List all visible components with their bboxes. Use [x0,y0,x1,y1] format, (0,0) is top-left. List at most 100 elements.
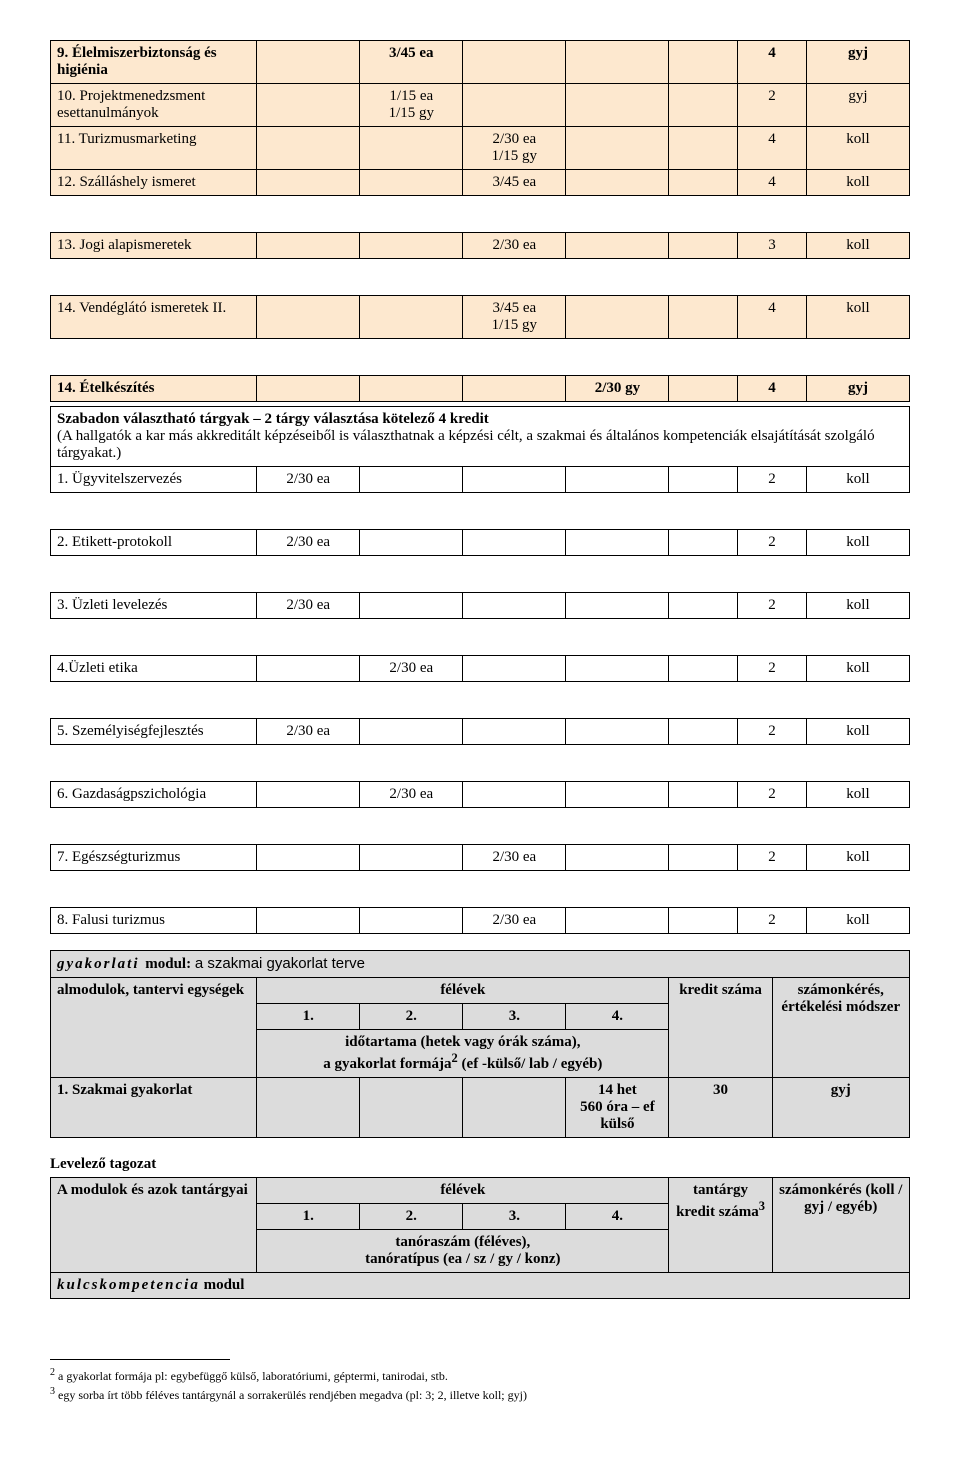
cell: 2 [738,84,807,127]
spacer-row [51,493,910,530]
cell: koll [806,233,909,259]
cell: 2 [738,845,807,871]
cell: 4 [738,376,807,402]
table-row: almodulok, tantervi egységek félévek kre… [51,978,910,1004]
row-name: 14. Vendéglátó ismeretek II. [51,296,257,339]
col-header: A modulok és azok tantárgyai [51,1178,257,1273]
cell: koll [806,782,909,808]
col-header: 4. [566,1004,669,1030]
cell: 2 [738,656,807,682]
cell: 2/30 ea [257,719,360,745]
cell: 4 [738,127,807,170]
sup: 3 [759,1199,765,1213]
table-row: 14. Ételkészítés 2/30 gy 4 gyj [51,376,910,402]
cell: koll [806,908,909,934]
col-header: 4. [566,1204,669,1230]
row-name: 12. Szálláshely ismeret [51,170,257,196]
footnote-3: 3 egy sorba írt több féléves tantárgynál… [50,1385,910,1404]
levelezo-table: A modulok és azok tantárgyai félévek tan… [50,1177,910,1299]
col-header: számonkérés (koll / gyj / egyéb) [772,1178,909,1273]
table-row: 6. Gazdaságpszichológia 2/30 ea 2 koll [51,782,910,808]
cell: 2/30 ea 1/15 gy [463,127,566,170]
col-header: 2. [360,1204,463,1230]
cell-part: 2/30 ea [492,131,536,147]
cell: 14 het 560 óra – ef külső [566,1078,669,1138]
table-row: 1. Szakmai gyakorlat 14 het 560 óra – ef… [51,1078,910,1138]
header-line: időtartama (hetek vagy órák száma), [345,1034,580,1050]
footnote-text: a gyakorlat formája pl: egybefüggő külső… [55,1369,448,1383]
col-header: tantárgy kredit száma3 [669,1178,772,1273]
cell-part: 1/15 ea [389,88,433,104]
table-row: kulcskompetencia modul [51,1273,910,1299]
col-header: számonkérés, értékelési módszer [772,978,909,1078]
col-header: kredit száma [669,978,772,1078]
practical-title: gyakorlati modul: a szakmai gyakorlat te… [51,951,910,978]
row-name: 6. Gazdaságpszichológia [51,782,257,808]
cell: 2/30 ea [360,782,463,808]
free-header-row: Szabadon választható tárgyak – 2 tárgy v… [51,407,910,467]
cell: gyj [806,376,909,402]
row-name: 4.Üzleti etika [51,656,257,682]
cell: koll [806,719,909,745]
modul-text: kulcskompetencia [57,1277,200,1293]
spacer-row [51,259,910,296]
cell: 3/45 ea 1/15 gy [463,296,566,339]
curriculum-table: 9. Élelmiszerbiztonság és higiénia 3/45 … [50,40,910,934]
footnotes: 2 a gyakorlat formája pl: egybefüggő kül… [50,1366,910,1403]
col-header: tanóraszám (féléves), tanóratípus (ea / … [257,1230,669,1273]
cell: gyj [806,41,909,84]
cell: gyj [772,1078,909,1138]
header-line: a gyakorlat formája [323,1056,451,1072]
cell: koll [806,593,909,619]
header-line: tanóratípus (ea / sz / gy / konz) [365,1251,560,1267]
spacer-row [51,871,910,908]
cell: 2 [738,467,807,493]
section-title: Levelező tagozat [50,1156,910,1173]
cell: 2 [738,908,807,934]
row-name: 2. Etikett-protokoll [51,530,257,556]
table-row: A modulok és azok tantárgyai félévek tan… [51,1178,910,1204]
table-row: 7. Egészségturizmus 2/30 ea 2 koll [51,845,910,871]
table-row: gyakorlati modul: a szakmai gyakorlat te… [51,951,910,978]
table-row: 8. Falusi turizmus 2/30 ea 2 koll [51,908,910,934]
row-name: 13. Jogi alapismeretek [51,233,257,259]
cell: koll [806,656,909,682]
cell: 2/30 ea [463,233,566,259]
spacer-row [51,339,910,376]
free-header-1: Szabadon választható tárgyak – 2 tárgy v… [57,411,489,427]
row-name: 11. Turizmusmarketing [51,127,257,170]
header-line: tanóraszám (féléves), [395,1234,530,1250]
cell: 4 [738,170,807,196]
row-name: 14. Ételkészítés [51,376,257,402]
modul-text: modul [200,1277,245,1293]
cell: koll [806,127,909,170]
cell: 2 [738,719,807,745]
spacer-row [51,556,910,593]
footnote-2: 2 a gyakorlat formája pl: egybefüggő kül… [50,1366,910,1385]
table-row: 10. Projektmenedzsment esettanulmányok 1… [51,84,910,127]
row-name: 1. Ügyvitelszervezés [51,467,257,493]
cell: koll [806,296,909,339]
row-name: 3. Üzleti levelezés [51,593,257,619]
table-row: 12. Szálláshely ismeret 3/45 ea 4 koll [51,170,910,196]
title-part: modul: [145,956,195,972]
table-row: 1. Ügyvitelszervezés 2/30 ea 2 koll [51,467,910,493]
col-header: 1. [257,1204,360,1230]
cell-part: 1/15 gy [492,317,537,333]
cell: 3 [738,233,807,259]
cell: 30 [669,1078,772,1138]
cell-part: 1/15 gy [492,148,537,164]
cell: koll [806,530,909,556]
cell-part: 1/15 gy [389,105,434,121]
cell: 2/30 gy [566,376,669,402]
cell: gyj [806,84,909,127]
cell: 2/30 ea [257,530,360,556]
table-row: 14. Vendéglátó ismeretek II. 3/45 ea 1/1… [51,296,910,339]
table-row: 13. Jogi alapismeretek 2/30 ea 3 koll [51,233,910,259]
cell: 2/30 ea [257,593,360,619]
cell-part: 3/45 ea [492,300,536,316]
row-name: 1. Szakmai gyakorlat [51,1078,257,1138]
col-header: félévek [257,978,669,1004]
cell: koll [806,170,909,196]
cell: 2/30 ea [463,908,566,934]
